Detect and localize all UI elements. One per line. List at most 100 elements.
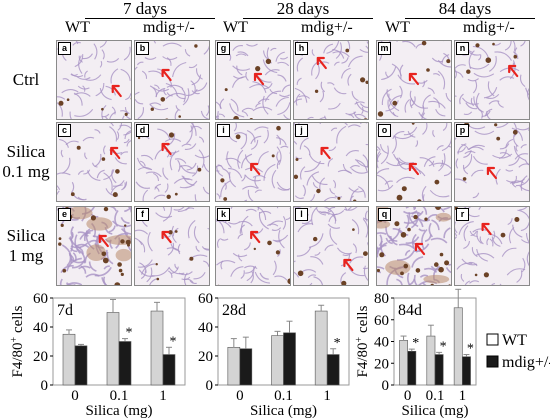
- y-axis-label: F4/80+ cells: [9, 305, 26, 377]
- y-tick-label: 0: [41, 378, 49, 394]
- micrograph-panel: b: [134, 40, 210, 120]
- bar-wt: [106, 312, 120, 386]
- bar-mdig: [162, 354, 176, 386]
- red-arrow-icon: [508, 64, 519, 78]
- y-tick-label: 40: [33, 320, 48, 336]
- bar-mdig: [283, 332, 296, 386]
- panel-letter: d: [136, 124, 149, 137]
- bar-wt: [399, 340, 408, 386]
- genotype-label-mdig: mdig+/-: [463, 19, 515, 36]
- panel-letter: k: [217, 208, 230, 221]
- x-tick-label: 0: [404, 388, 412, 404]
- legend-swatch-wt: [486, 333, 499, 346]
- red-arrow-icon: [250, 162, 261, 176]
- panel-letter: n: [456, 42, 469, 55]
- micrograph-panel: f: [134, 206, 210, 286]
- panel-letter: g: [217, 42, 230, 55]
- micrograph-panel: m: [376, 40, 452, 120]
- y-tick-label: 0: [382, 378, 390, 394]
- x-tick-label: 0.1: [426, 388, 445, 404]
- bar-wt: [426, 335, 436, 386]
- genotype-label-mdig: mdig+/-: [143, 19, 195, 36]
- y-tick-label: 20: [33, 349, 48, 365]
- bar-mdig: [434, 354, 444, 386]
- micrograph-panel: d: [134, 122, 210, 202]
- significance-star: *: [170, 334, 177, 349]
- micrograph-panel: i: [215, 122, 291, 202]
- chart-title: 28d: [222, 302, 246, 319]
- bar-wt: [150, 310, 164, 386]
- y-tick-label: 20: [198, 349, 213, 365]
- panel-letter: h: [295, 42, 308, 55]
- row-label: Ctrl: [12, 70, 40, 89]
- x-tick-label: 0: [71, 388, 79, 404]
- y-tick-label: 0: [206, 378, 214, 394]
- chart-title: 84d: [398, 302, 422, 319]
- red-arrow-icon: [481, 222, 492, 236]
- significance-star: *: [126, 326, 133, 341]
- micrograph-panel: k: [215, 206, 291, 286]
- panel-letter: q: [378, 208, 391, 221]
- y-tick-label: 40: [374, 335, 389, 351]
- bar-mdig: [326, 354, 340, 386]
- y-tick-label: 20: [374, 356, 389, 372]
- panel-letter: e: [58, 208, 71, 221]
- row-label: Silica 1 mg: [6, 226, 46, 265]
- red-arrow-icon: [110, 146, 121, 160]
- bar-wt: [271, 335, 284, 386]
- micrograph-panel: q: [376, 206, 452, 286]
- bar-mdig: [239, 348, 253, 386]
- genotype-label-wt: WT: [65, 19, 90, 36]
- red-arrow-icon: [161, 68, 172, 82]
- legend-swatch-mdig: [486, 355, 499, 368]
- red-arrow-icon: [408, 72, 420, 86]
- legend-label: mdig+/-: [502, 354, 550, 371]
- panel-letter: b: [136, 42, 149, 55]
- panel-letter: o: [378, 124, 391, 137]
- bar-wt: [62, 333, 76, 386]
- significance-star: *: [412, 336, 419, 351]
- red-arrow-icon: [343, 258, 354, 272]
- y-axis-label: F4/80+ cells: [354, 305, 371, 377]
- time-header: 7 days: [123, 0, 167, 18]
- panel-letter: j: [295, 124, 308, 137]
- micrograph-panel: a: [56, 40, 132, 120]
- micrograph-panel: e: [56, 206, 132, 286]
- red-arrow-icon: [111, 84, 122, 98]
- bar-mdig: [118, 341, 132, 386]
- red-arrow-icon: [161, 230, 172, 244]
- red-arrow-icon: [98, 234, 109, 248]
- chart-title: 7d: [57, 302, 73, 319]
- header-underline: [243, 18, 373, 19]
- y-tick-label: 40: [198, 320, 213, 336]
- micrograph-panel: o: [376, 122, 452, 202]
- y-tick-label: 60: [33, 291, 48, 307]
- micrograph-panel: p: [454, 122, 530, 202]
- significance-star: *: [467, 342, 474, 357]
- red-arrow-icon: [161, 142, 172, 156]
- x-axis-label: Silica (mg): [85, 403, 152, 418]
- red-arrow-icon: [414, 242, 426, 256]
- bar-wt: [453, 307, 463, 386]
- x-axis-label: Silica (mg): [250, 403, 317, 418]
- bar-mdig: [462, 356, 471, 386]
- panel-letter: m: [378, 42, 391, 55]
- micrograph-panel: c: [56, 122, 132, 202]
- header-underline: [85, 18, 215, 19]
- genotype-label-wt: WT: [385, 19, 410, 36]
- panel-letter: r: [456, 208, 469, 221]
- genotype-label-mdig: mdig+/-: [301, 19, 353, 36]
- panel-letter: i: [217, 124, 230, 137]
- x-tick-label: 1: [159, 388, 167, 404]
- significance-star: *: [440, 339, 447, 354]
- x-tick-label: 0.1: [274, 388, 293, 404]
- micrograph-panel: h: [293, 40, 369, 120]
- red-arrow-icon: [486, 166, 498, 180]
- header-underline: [405, 18, 535, 19]
- micrograph-panel: l: [293, 206, 369, 286]
- panel-letter: f: [136, 208, 149, 221]
- panel-letter: c: [58, 124, 71, 137]
- time-header: 28 days: [276, 0, 330, 18]
- y-tick-label: 60: [198, 291, 213, 307]
